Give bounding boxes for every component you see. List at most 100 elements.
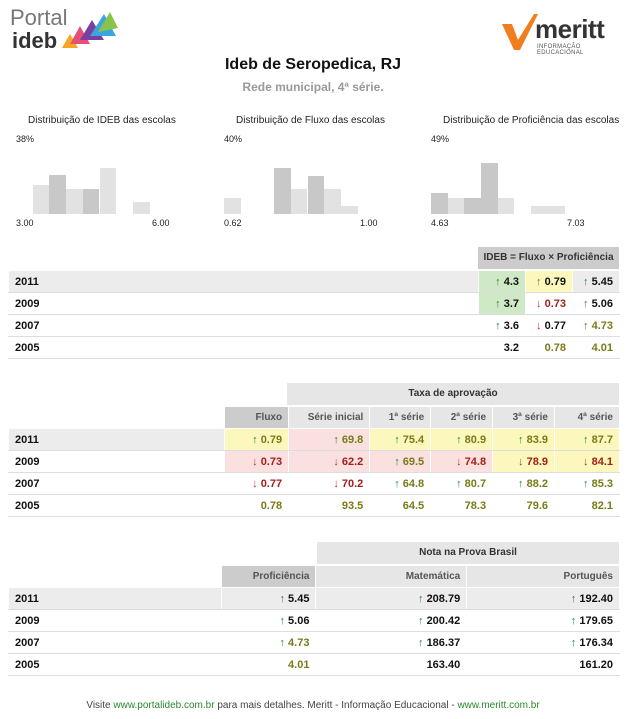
arrow-down-icon: ↓ — [518, 455, 527, 468]
arrow-up-icon: ↑ — [518, 433, 527, 446]
cell-value: 79.6 — [526, 499, 548, 512]
cell-value: 78.3 — [464, 499, 487, 512]
arrow-up-icon: ↑ — [518, 477, 527, 490]
cell-value: 0.73 — [260, 455, 283, 468]
arrow-up-icon: ↑ — [394, 455, 403, 468]
histogram-bar — [99, 168, 117, 214]
table-cell: ↑ 3.6 — [478, 314, 526, 337]
table-cell: ↑ 80.9 — [430, 428, 494, 451]
year-cell: 2009 — [8, 609, 222, 632]
cell-value: 3.6 — [503, 319, 519, 332]
arrow-up-icon: ↑ — [583, 297, 592, 310]
prova-brasil-table: Proficiência Matemática Português 2011 ↑ 5.… — [8, 565, 620, 676]
arrow-up-icon: ↑ — [333, 433, 342, 446]
table-cell: ↓ 0.77 — [224, 472, 290, 495]
table-row: 2007 ↑ 3.6 ↓ 0.77 ↑ 4.73 — [8, 314, 620, 337]
table-cell: ↑ 208.79 — [315, 587, 468, 610]
table-row: 2009 ↑ 3.7 ↓ 0.73 ↑ 5.06 — [8, 292, 620, 315]
cell-value: 0.77 — [260, 477, 283, 490]
cell-value: 5.45 — [591, 275, 613, 288]
year-cell: 2005 — [8, 336, 479, 359]
table-row: 2005 0.78 93.5 64.5 78.3 79.6 82.1 — [7, 494, 620, 517]
table-row: 2011 ↑ 0.79 ↑ 69.8 ↑ 75.4 ↑ 80.9 ↑ 83.9 ↑ 87.7 — [7, 428, 620, 451]
column-header: Português — [466, 565, 620, 588]
table-cell: 78.3 — [430, 494, 494, 517]
year-cell: 2011 — [7, 428, 226, 451]
table-cell: ↓ 62.2 — [288, 450, 371, 473]
ideb-table: 2011 ↑ 4.3 ↑ 0.79 ↑ 5.45 2009 ↑ 3.7 ↓ 0.73 ↑ 5.… — [8, 270, 620, 359]
table-cell: ↓ 0.77 — [525, 314, 573, 337]
portalideb-link[interactable]: www.portalideb.com.br — [113, 700, 215, 711]
table-cell: ↓ 84.1 — [554, 450, 620, 473]
table-cell: 161.20 — [466, 653, 620, 676]
meritt-logo-icon — [502, 14, 538, 50]
cell-value: 84.1 — [591, 455, 613, 468]
table-cell: ↑ 5.06 — [220, 609, 317, 632]
table-row: 2005 4.01 163.40 161.20 — [8, 653, 620, 676]
column-header: Fluxo — [224, 406, 290, 429]
year-cell: 2009 — [7, 450, 226, 473]
histogram-title: Distribuição de Proficiência das escolas — [443, 115, 620, 126]
table1-header: IDEB = Fluxo × Proficiência — [478, 247, 619, 269]
table-cell: ↓ 70.2 — [288, 472, 371, 495]
histogram-max-axis-label: 7.03 — [567, 218, 585, 228]
table-row: 2009 ↑ 5.06 ↑ 200.42 ↑ 179.65 — [8, 609, 620, 632]
cell-value: 64.8 — [402, 477, 425, 490]
histogram-max-label: 40% — [224, 134, 243, 144]
histogram-bar — [464, 198, 482, 214]
year-cell: 2005 — [8, 653, 222, 676]
arrow-up-icon: ↑ — [418, 636, 427, 649]
arrow-up-icon: ↑ — [495, 275, 504, 288]
histogram-bar — [82, 189, 100, 214]
arrow-up-icon: ↑ — [279, 614, 289, 627]
arrow-up-icon: ↑ — [583, 433, 592, 446]
table-cell: ↓ 74.8 — [430, 450, 494, 473]
table-cell: ↑ 179.65 — [466, 609, 620, 632]
arrow-down-icon: ↓ — [333, 455, 342, 468]
table-cell: ↑ 69.5 — [369, 450, 432, 473]
histogram-bar — [224, 198, 241, 214]
cell-value: 0.79 — [544, 275, 566, 288]
table-cell: ↑ 4.73 — [220, 631, 317, 654]
histogram-bar — [324, 189, 341, 214]
year-cell: 2007 — [7, 472, 226, 495]
cell-value: 4.01 — [288, 658, 310, 671]
table-row: 2007 ↓ 0.77 ↓ 70.2 ↑ 64.8 ↑ 80.7 ↑ 88.2 ↑ 85.3 — [7, 472, 620, 495]
year-cell: 2009 — [8, 292, 479, 315]
cell-value: 62.2 — [341, 455, 364, 468]
arrow-down-icon: ↓ — [333, 477, 342, 490]
histogram-bar — [447, 198, 465, 214]
histogram-bar — [497, 198, 515, 214]
meritt-link[interactable]: www.meritt.com.br — [457, 700, 540, 711]
table-cell: ↑ 85.3 — [554, 472, 620, 495]
cell-value: 200.42 — [426, 614, 461, 627]
portal-ideb-logo-icon — [62, 12, 118, 48]
table-cell: 93.5 — [288, 494, 371, 517]
histogram-min-label: 0.62 — [224, 218, 242, 228]
cell-value: 4.3 — [503, 275, 519, 288]
arrow-down-icon: ↓ — [456, 455, 465, 468]
cell-value: 69.5 — [402, 455, 425, 468]
cell-value: 4.73 — [591, 319, 613, 332]
column-header: Matemática — [315, 565, 468, 588]
table-cell: ↓ 0.73 — [525, 292, 573, 315]
histogram-bar — [132, 202, 150, 214]
column-header: 1ª série — [369, 406, 432, 429]
table2-group-header: Taxa de aprovação — [287, 383, 619, 405]
histogram-bar — [531, 206, 548, 214]
table-cell: ↑ 80.7 — [430, 472, 494, 495]
cell-value: 5.06 — [288, 614, 310, 627]
arrow-up-icon: ↑ — [252, 433, 261, 446]
table-cell: ↑ 5.45 — [572, 270, 620, 293]
cell-value: 87.7 — [591, 433, 613, 446]
table-cell: 4.01 — [220, 653, 317, 676]
arrow-up-icon: ↑ — [583, 477, 592, 490]
arrow-up-icon: ↑ — [418, 614, 427, 627]
histogram-bar — [274, 168, 291, 214]
empty-header — [8, 565, 222, 588]
cell-value: 3.2 — [503, 341, 519, 354]
cell-value: 74.8 — [464, 455, 487, 468]
table-cell: ↑ 200.42 — [315, 609, 468, 632]
histogram-bar — [66, 189, 83, 214]
histogram-bar — [481, 163, 498, 214]
